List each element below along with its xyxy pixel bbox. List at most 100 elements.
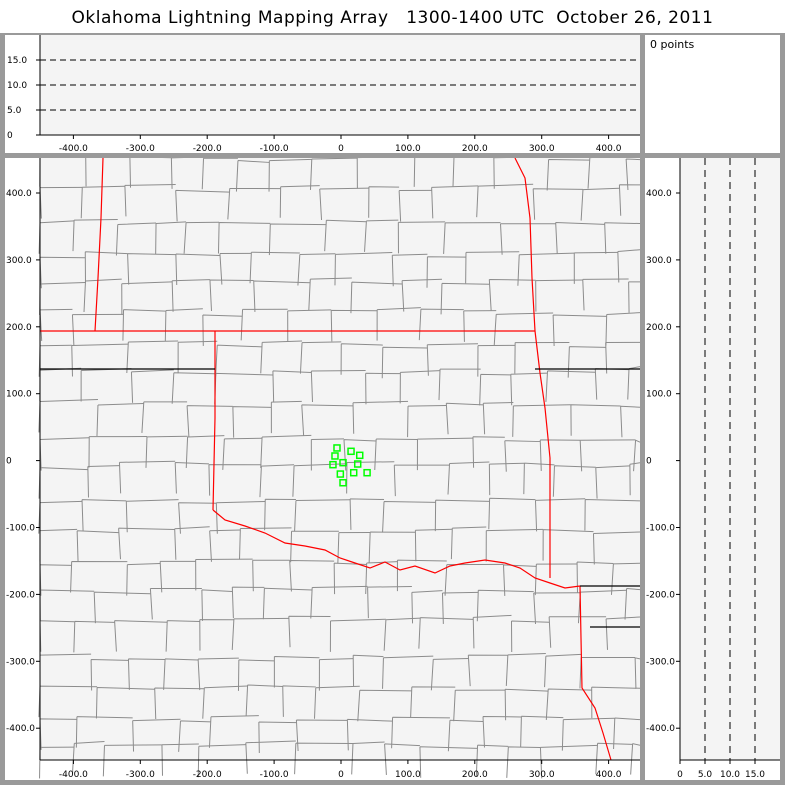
county-line: [96, 402, 144, 437]
page-title: Oklahoma Lightning Mapping Array 1300-14…: [0, 0, 785, 33]
y-tick-label: 100.0: [6, 390, 32, 400]
county-line: [610, 562, 641, 595]
county-line: [264, 498, 296, 531]
county-line: [175, 253, 220, 285]
county-line: [76, 530, 119, 562]
county-line: [252, 559, 290, 592]
county-line: [629, 462, 641, 496]
state-boundaries: [40, 157, 640, 761]
county-line: [488, 278, 536, 311]
county-line: [178, 720, 211, 752]
y-tick-label: 10.0: [7, 81, 27, 91]
county-line: [552, 465, 596, 497]
county-line: [294, 742, 353, 775]
county-line: [488, 462, 525, 496]
county-line: [126, 340, 179, 374]
x-tick-label: 400.0: [596, 770, 622, 780]
county-line: [115, 222, 157, 256]
county-line: [580, 187, 620, 221]
x-tick-label: 5.0: [698, 770, 713, 780]
county-line: [73, 620, 115, 653]
county-line: [477, 344, 516, 377]
x-tick-label: 0: [338, 144, 344, 153]
x-tick-label: -200.0: [193, 770, 222, 780]
county-line: [340, 343, 383, 375]
county-line: [231, 586, 265, 619]
y-tick-label: -300.0: [6, 657, 35, 667]
x-tick-label: 100.0: [395, 770, 421, 780]
county-line: [80, 185, 125, 219]
county-line: [310, 585, 368, 619]
y-tick-label: 0: [646, 457, 652, 467]
county-line: [183, 221, 220, 254]
county-line: [418, 308, 464, 341]
county-line: [309, 157, 358, 190]
y-tick-label: -200.0: [646, 590, 675, 600]
county-line: [467, 654, 508, 687]
y-tick-label: 400.0: [646, 189, 672, 199]
county-line: [514, 342, 570, 374]
county-line: [118, 527, 175, 560]
state-border: [94, 157, 104, 332]
y-tick-label: 5.0: [7, 106, 22, 116]
county-line: [337, 532, 371, 564]
county-line: [624, 588, 641, 620]
county-line: [618, 184, 641, 216]
county-line: [383, 617, 421, 651]
y-tick-label: -100.0: [6, 524, 35, 534]
county-line: [368, 186, 400, 218]
county-line: [215, 500, 266, 534]
county-line: [171, 372, 216, 404]
y-tick-label: 400.0: [6, 189, 32, 199]
county-line: [576, 561, 614, 593]
county-line: [90, 659, 129, 691]
county-line: [539, 744, 598, 779]
state-border: [514, 157, 536, 332]
county-line: [171, 279, 210, 312]
county-line: [431, 185, 479, 219]
county-line: [201, 589, 233, 621]
county-line: [260, 434, 312, 469]
county-line: [364, 219, 399, 252]
county-line: [314, 685, 360, 719]
county-line: [258, 721, 297, 754]
county-line: [399, 370, 441, 404]
county-line: [418, 617, 474, 649]
county-line: [476, 183, 534, 218]
county-line: [465, 251, 520, 284]
county-line: [177, 340, 218, 374]
x-tick-label: 0: [338, 770, 344, 780]
county-line: [219, 252, 252, 285]
county-line: [397, 221, 446, 254]
county-line: [384, 743, 420, 775]
county-line: [299, 341, 342, 374]
county-line: [209, 529, 241, 562]
county-line: [620, 405, 641, 438]
county-line: [208, 464, 262, 496]
info-panel: [645, 35, 780, 153]
x-tick-label: 100.0: [395, 144, 421, 153]
lma-station-marker: [363, 468, 371, 477]
county-line: [350, 281, 403, 314]
county-line: [504, 688, 549, 721]
county-line: [289, 560, 335, 592]
county-line: [71, 741, 105, 775]
county-line: [197, 744, 246, 778]
county-line: [130, 369, 174, 403]
county-line: [334, 252, 393, 286]
state-border: [534, 330, 551, 578]
county-line: [118, 460, 176, 494]
county-line: [324, 219, 367, 252]
county-line: [268, 223, 327, 256]
plan-view-map-panel[interactable]: 400.0 300.0 200.0 100.0 0 -100.0 -200.0 -300.0 -…: [5, 154, 641, 780]
y-tick-label: -400.0: [6, 724, 35, 734]
county-line: [605, 312, 641, 346]
county-line: [407, 405, 447, 438]
lma-station-marker: [339, 458, 347, 467]
point-count: 0 points: [650, 38, 695, 51]
county-line: [634, 657, 641, 689]
state-border: [212, 509, 581, 589]
county-line: [426, 343, 478, 376]
county-line: [472, 614, 512, 649]
county-line: [374, 438, 418, 471]
